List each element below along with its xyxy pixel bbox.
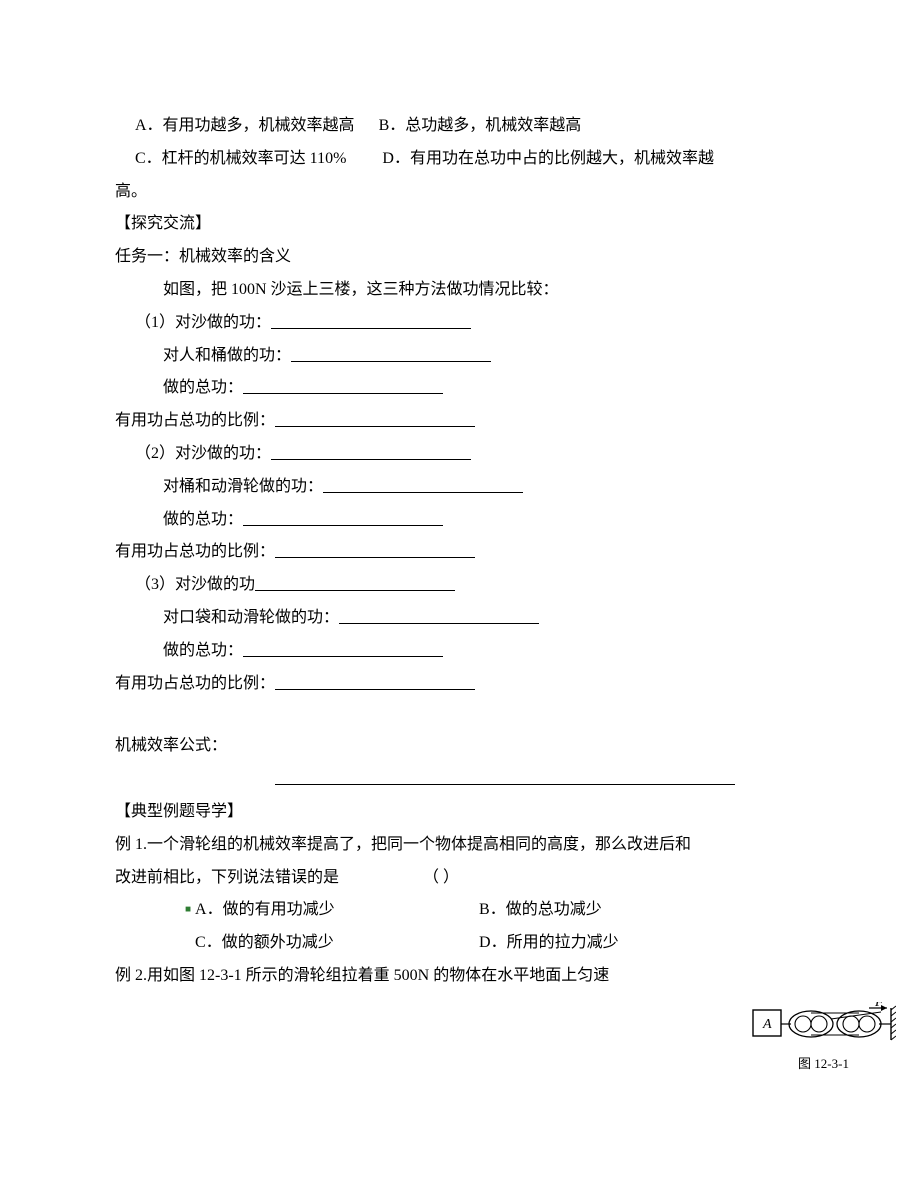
item3-l1: （3）对沙做的功 [115, 569, 805, 602]
item1-l1: （1）对沙做的功： [115, 307, 805, 340]
option-C: C．杠杆的机械效率可达 110% [135, 150, 346, 167]
label-A: A [762, 1017, 772, 1032]
option-A: A．有用功越多，机械效率越高 [135, 117, 355, 134]
ex1-opt-B: B．做的总功减少 [479, 894, 602, 927]
pulley-wheel-3 [843, 1016, 859, 1032]
blank [339, 622, 539, 624]
blank [275, 425, 475, 427]
blank [255, 589, 455, 591]
ex1-opt-A: A．做的有用功减少 [195, 894, 475, 927]
item2-l4: 有用功占总功的比例： [115, 536, 805, 569]
blank [243, 655, 443, 657]
ex1-line1: 例 1.一个滑轮组的机械效率提高了，把同一个物体提高相同的高度，那么改进后和 [115, 829, 805, 862]
blank [271, 327, 471, 329]
blank [323, 491, 523, 493]
dot-icon: ■ [185, 904, 191, 915]
blank [243, 392, 443, 394]
option-row-2: C．杠杆的机械效率可达 110% D．有用功在总功中占的比例越大，机械效率越 [115, 143, 805, 176]
label-F: F [874, 1002, 884, 1010]
ex1-line2: 改进前相比，下列说法错误的是 （ ） [115, 862, 805, 895]
ex2-line1: 例 2.用如图 12-3-1 所示的滑轮组拉着重 500N 的物体在水平地面上匀… [115, 960, 805, 993]
pulley-diagram: A F 图 12-3-1 [751, 1002, 896, 1062]
pulley-wheel-4 [859, 1016, 875, 1032]
task1-intro: 如图，把 100N 沙运上三楼，这三种方法做功情况比较： [115, 274, 805, 307]
option-D-cont: 高。 [115, 176, 805, 209]
option-D: D．有用功在总功中占的比例越大，机械效率越 [382, 150, 714, 167]
item1-l3: 做的总功： [115, 372, 805, 405]
item3-l2: 对口袋和动滑轮做的功： [115, 602, 805, 635]
blank [275, 688, 475, 690]
pulley-wheel-2 [811, 1016, 827, 1032]
item3-l4: 有用功占总功的比例： [115, 668, 805, 701]
item2-l2: 对桶和动滑轮做的功： [115, 471, 805, 504]
item1-l4: 有用功占总功的比例： [115, 405, 805, 438]
ex1-opt-C: C．做的额外功减少 [195, 927, 475, 960]
item1-l2: 对人和桶做的功： [115, 340, 805, 373]
blank [271, 458, 471, 460]
blank [275, 783, 735, 785]
item2-l1: （2）对沙做的功： [115, 438, 805, 471]
blank [291, 360, 491, 362]
example-section: 【典型例题导学】 [115, 796, 805, 829]
task1-title: 任务一：机械效率的含义 [115, 241, 805, 274]
item2-l3: 做的总功： [115, 504, 805, 537]
blank [275, 556, 475, 558]
option-B: B．总功越多，机械效率越高 [379, 117, 582, 134]
formula-label: 机械效率公式： [115, 730, 805, 763]
ex1-opts-row2: ■C．做的额外功减少 D．所用的拉力减少 [115, 927, 805, 960]
formula-blank [115, 763, 805, 796]
section-discuss: 【探究交流】 [115, 208, 805, 241]
diagram-caption: 图 12-3-1 [751, 1053, 896, 1072]
pulley-wheel-1 [795, 1016, 811, 1032]
blank [243, 524, 443, 526]
ex1-opts-row1: ■ A．做的有用功减少 B．做的总功减少 [115, 894, 805, 927]
ex1-opt-D: D．所用的拉力减少 [479, 927, 619, 960]
option-row-1: A．有用功越多，机械效率越高 B．总功越多，机械效率越高 [115, 110, 805, 143]
item3-l3: 做的总功： [115, 635, 805, 668]
